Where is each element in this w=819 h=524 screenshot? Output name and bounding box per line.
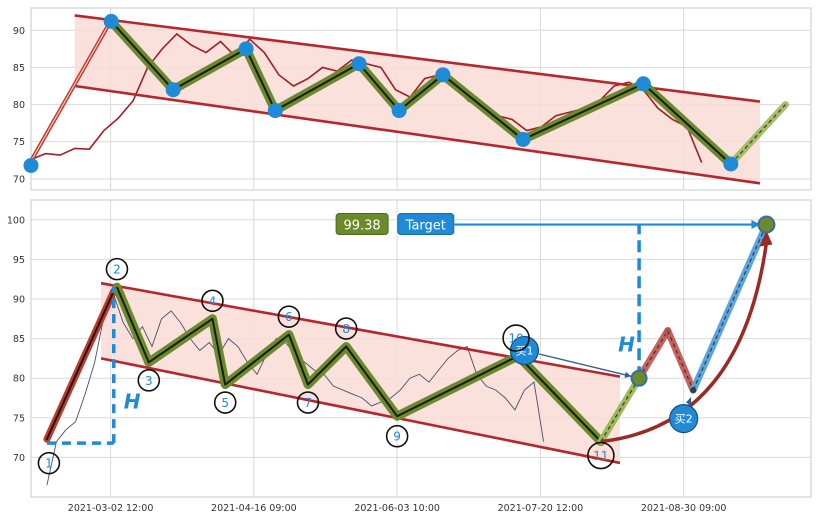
pivot-number-label: 8 — [342, 322, 350, 336]
pivot-dot — [165, 82, 181, 98]
pivot-number-label: 2 — [113, 263, 121, 277]
target-label-text: Target — [405, 219, 446, 234]
height-marker-right-label: H — [618, 332, 635, 356]
pivot-number-circle — [37, 451, 61, 475]
pivot-number-label: 4 — [209, 294, 217, 308]
y-tick-label: 80 — [13, 374, 25, 385]
plot-content — [43, 281, 621, 486]
pivot-dot — [238, 41, 254, 57]
pivot-number-circle — [213, 391, 237, 414]
x-tick-label: 2021-07-20 12:00 — [498, 503, 584, 514]
pivot-dot — [635, 76, 651, 92]
y-tick-label: 70 — [13, 453, 25, 464]
target-line-arrowhead — [751, 220, 761, 230]
lead-in-inner — [45, 290, 115, 441]
pivot-number-label: 6 — [285, 310, 293, 324]
buy-marker-label: 买1 — [515, 344, 533, 357]
pivot-number-label: 5 — [221, 396, 229, 410]
pivot-number-label: 9 — [393, 430, 401, 444]
pivot-number-circle — [277, 305, 301, 328]
projection-peak-inner — [638, 330, 669, 379]
y-tick-label: 70 — [13, 174, 25, 185]
x-tick-label: 2021-06-03 10:00 — [354, 503, 440, 514]
pivot-number-circle — [201, 289, 224, 313]
zigzag-inner — [116, 286, 602, 443]
buy-marker-arrowhead — [624, 371, 632, 378]
y-tick-label: 85 — [13, 334, 25, 345]
x-tick-label: 2021-04-16 09:00 — [211, 503, 297, 514]
buy2-entry-marker — [690, 387, 697, 394]
pivot-number-circle — [587, 441, 615, 470]
target-point-marker — [757, 215, 776, 234]
plot-content — [31, 14, 761, 185]
target-label-badge — [397, 213, 455, 236]
buy-marker-arrowhead — [685, 397, 692, 405]
y-tick-label: 75 — [13, 137, 25, 148]
channel-lower-line — [74, 84, 761, 185]
y-tick-label: 85 — [13, 63, 25, 74]
projection-outer — [727, 101, 789, 168]
pivot-number-label: 1 — [45, 457, 53, 471]
pivot-number-label: 11 — [593, 449, 608, 463]
x-tick-label: 2021-03-02 12:00 — [68, 503, 154, 514]
buy1-entry-marker — [630, 369, 648, 387]
pivot-dot — [515, 131, 531, 147]
curved-target-arrow — [600, 242, 769, 444]
y-tick-label: 75 — [13, 413, 25, 424]
pivot-number-label: 10 — [508, 332, 523, 346]
pivot-dot — [103, 13, 119, 29]
projection-leg-1-inner — [600, 377, 640, 442]
channel-lower-line — [100, 357, 621, 465]
zigzag-inner — [110, 20, 732, 165]
target-price-text: 99.38 — [343, 219, 380, 234]
buy-marker-label: 买2 — [675, 413, 693, 426]
y-tick-label: 95 — [13, 255, 25, 266]
target-price-badge — [335, 213, 389, 236]
pivot-number-circle — [385, 424, 409, 448]
pivot-number-circle — [296, 391, 320, 414]
y-tick-label: 90 — [13, 295, 25, 306]
chart-panel-1: 70 75 80 85 90 — [13, 7, 812, 191]
pivot-number-circle — [105, 257, 129, 281]
curved-target-arrowhead — [759, 230, 773, 247]
lead-in-inner — [31, 25, 109, 162]
pivot-number-circle — [334, 317, 358, 340]
buy-marker-badge — [669, 403, 699, 434]
y-tick-label: 90 — [13, 26, 25, 37]
pivot-dot — [435, 67, 451, 83]
x-tick-label: 2021-08-30 09:00 — [641, 503, 727, 514]
pivot-dot — [351, 56, 367, 72]
pivot-number-label: 3 — [145, 374, 153, 388]
buy-marker-arrow — [538, 353, 632, 377]
pivot-number-label: 7 — [304, 396, 312, 410]
y-tick-label: 80 — [13, 100, 25, 111]
projection-peak-inner — [667, 330, 694, 391]
pivot-dot — [723, 156, 739, 172]
pivot-dot — [267, 103, 283, 119]
pivot-dot — [391, 103, 407, 119]
pivot-dot — [23, 157, 39, 173]
height-marker-left-label: H — [124, 389, 141, 413]
pivot-number-circle — [502, 324, 530, 352]
pivot-number-circle — [137, 369, 161, 392]
y-tick-label: 100 — [7, 215, 25, 226]
projection-leg-target-inner — [692, 224, 767, 391]
